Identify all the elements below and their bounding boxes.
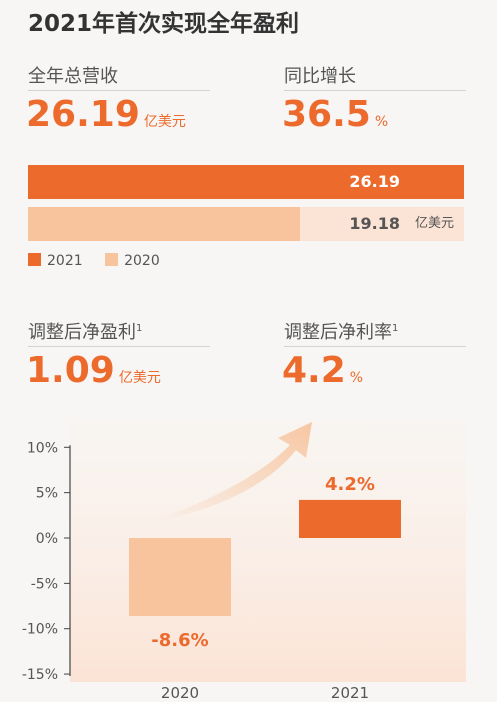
- adj-net-income-label: 调整后净盈利1: [28, 318, 142, 344]
- revenue-bar-2020: [28, 207, 301, 241]
- revenue-bar-track-2021: 26.19 亿美元: [28, 165, 464, 199]
- growth-arrow-icon: [150, 422, 312, 522]
- revenue-bar-value-2021: 26.19: [349, 172, 400, 191]
- y-tick-label: -5%: [31, 576, 58, 592]
- y-tick-label: -15%: [22, 667, 58, 683]
- x-tick-label-2020: 2020: [161, 684, 199, 702]
- adj-net-income-value-group: 1.09 亿美元: [26, 350, 161, 391]
- growth-value: 36.5: [282, 94, 371, 135]
- net-margin-bar-2021: [299, 499, 401, 538]
- revenue-bar-unit-2021: 亿美元: [414, 174, 454, 189]
- y-tick-label: -10%: [22, 622, 58, 638]
- legend-swatch-2020: [105, 253, 119, 266]
- adj-net-income-label-text: 调整后净盈利: [28, 322, 136, 343]
- adj-net-margin-footnote: 1: [392, 323, 399, 334]
- legend-item-2020: 2020: [105, 253, 160, 269]
- adj-net-margin-value: 4.2: [282, 350, 346, 391]
- revenue-value: 26.19: [26, 94, 140, 135]
- adj-net-margin-unit: %: [349, 370, 364, 386]
- y-tick-label: 5%: [36, 486, 58, 502]
- legend-label-2021: 2021: [47, 253, 83, 269]
- revenue-bar-2021: [28, 165, 400, 199]
- growth-value-group: 36.5%: [282, 94, 388, 135]
- adj-net-income-footnote: 1: [136, 323, 143, 334]
- adj-net-margin-label-text: 调整后净利率: [284, 322, 392, 343]
- y-tick-label: 10%: [27, 440, 58, 456]
- revenue-value-group: 26.19 亿美元: [26, 94, 186, 135]
- legend-label-2020: 2020: [124, 253, 160, 269]
- adj-net-margin-value-group: 4.2%: [282, 350, 363, 391]
- growth-divider: [284, 90, 466, 91]
- adj-net-income-divider: [28, 346, 210, 347]
- net-margin-bar-2020: [129, 538, 231, 617]
- net-margin-value-label-2020: -8.6%: [151, 630, 208, 651]
- page-title: 2021年首次实现全年盈利: [28, 11, 300, 37]
- revenue-bar-value-2020: 19.18: [349, 214, 400, 233]
- y-tick-label: 0%: [36, 531, 58, 547]
- x-tick-label-2021: 2021: [331, 684, 369, 702]
- growth-label: 同比增长: [284, 66, 356, 87]
- net-margin-value-label-2021: 4.2%: [325, 474, 375, 495]
- legend-item-2021: 2021: [28, 253, 83, 269]
- legend-swatch-2021: [28, 253, 41, 266]
- adj-net-income-value: 1.09: [26, 350, 115, 391]
- revenue-unit: 亿美元: [143, 114, 186, 130]
- adj-net-margin-divider: [284, 346, 466, 347]
- revenue-divider: [28, 90, 210, 91]
- revenue-bar-unit-2020: 亿美元: [414, 216, 454, 231]
- adj-net-income-unit: 亿美元: [118, 370, 161, 386]
- revenue-label: 全年总营收: [28, 66, 118, 87]
- growth-unit: %: [374, 114, 389, 130]
- adj-net-margin-label: 调整后净利率1: [284, 318, 398, 344]
- revenue-legend: 2021 2020: [28, 253, 178, 269]
- revenue-bar-track-2020: 19.18 亿美元: [28, 207, 464, 241]
